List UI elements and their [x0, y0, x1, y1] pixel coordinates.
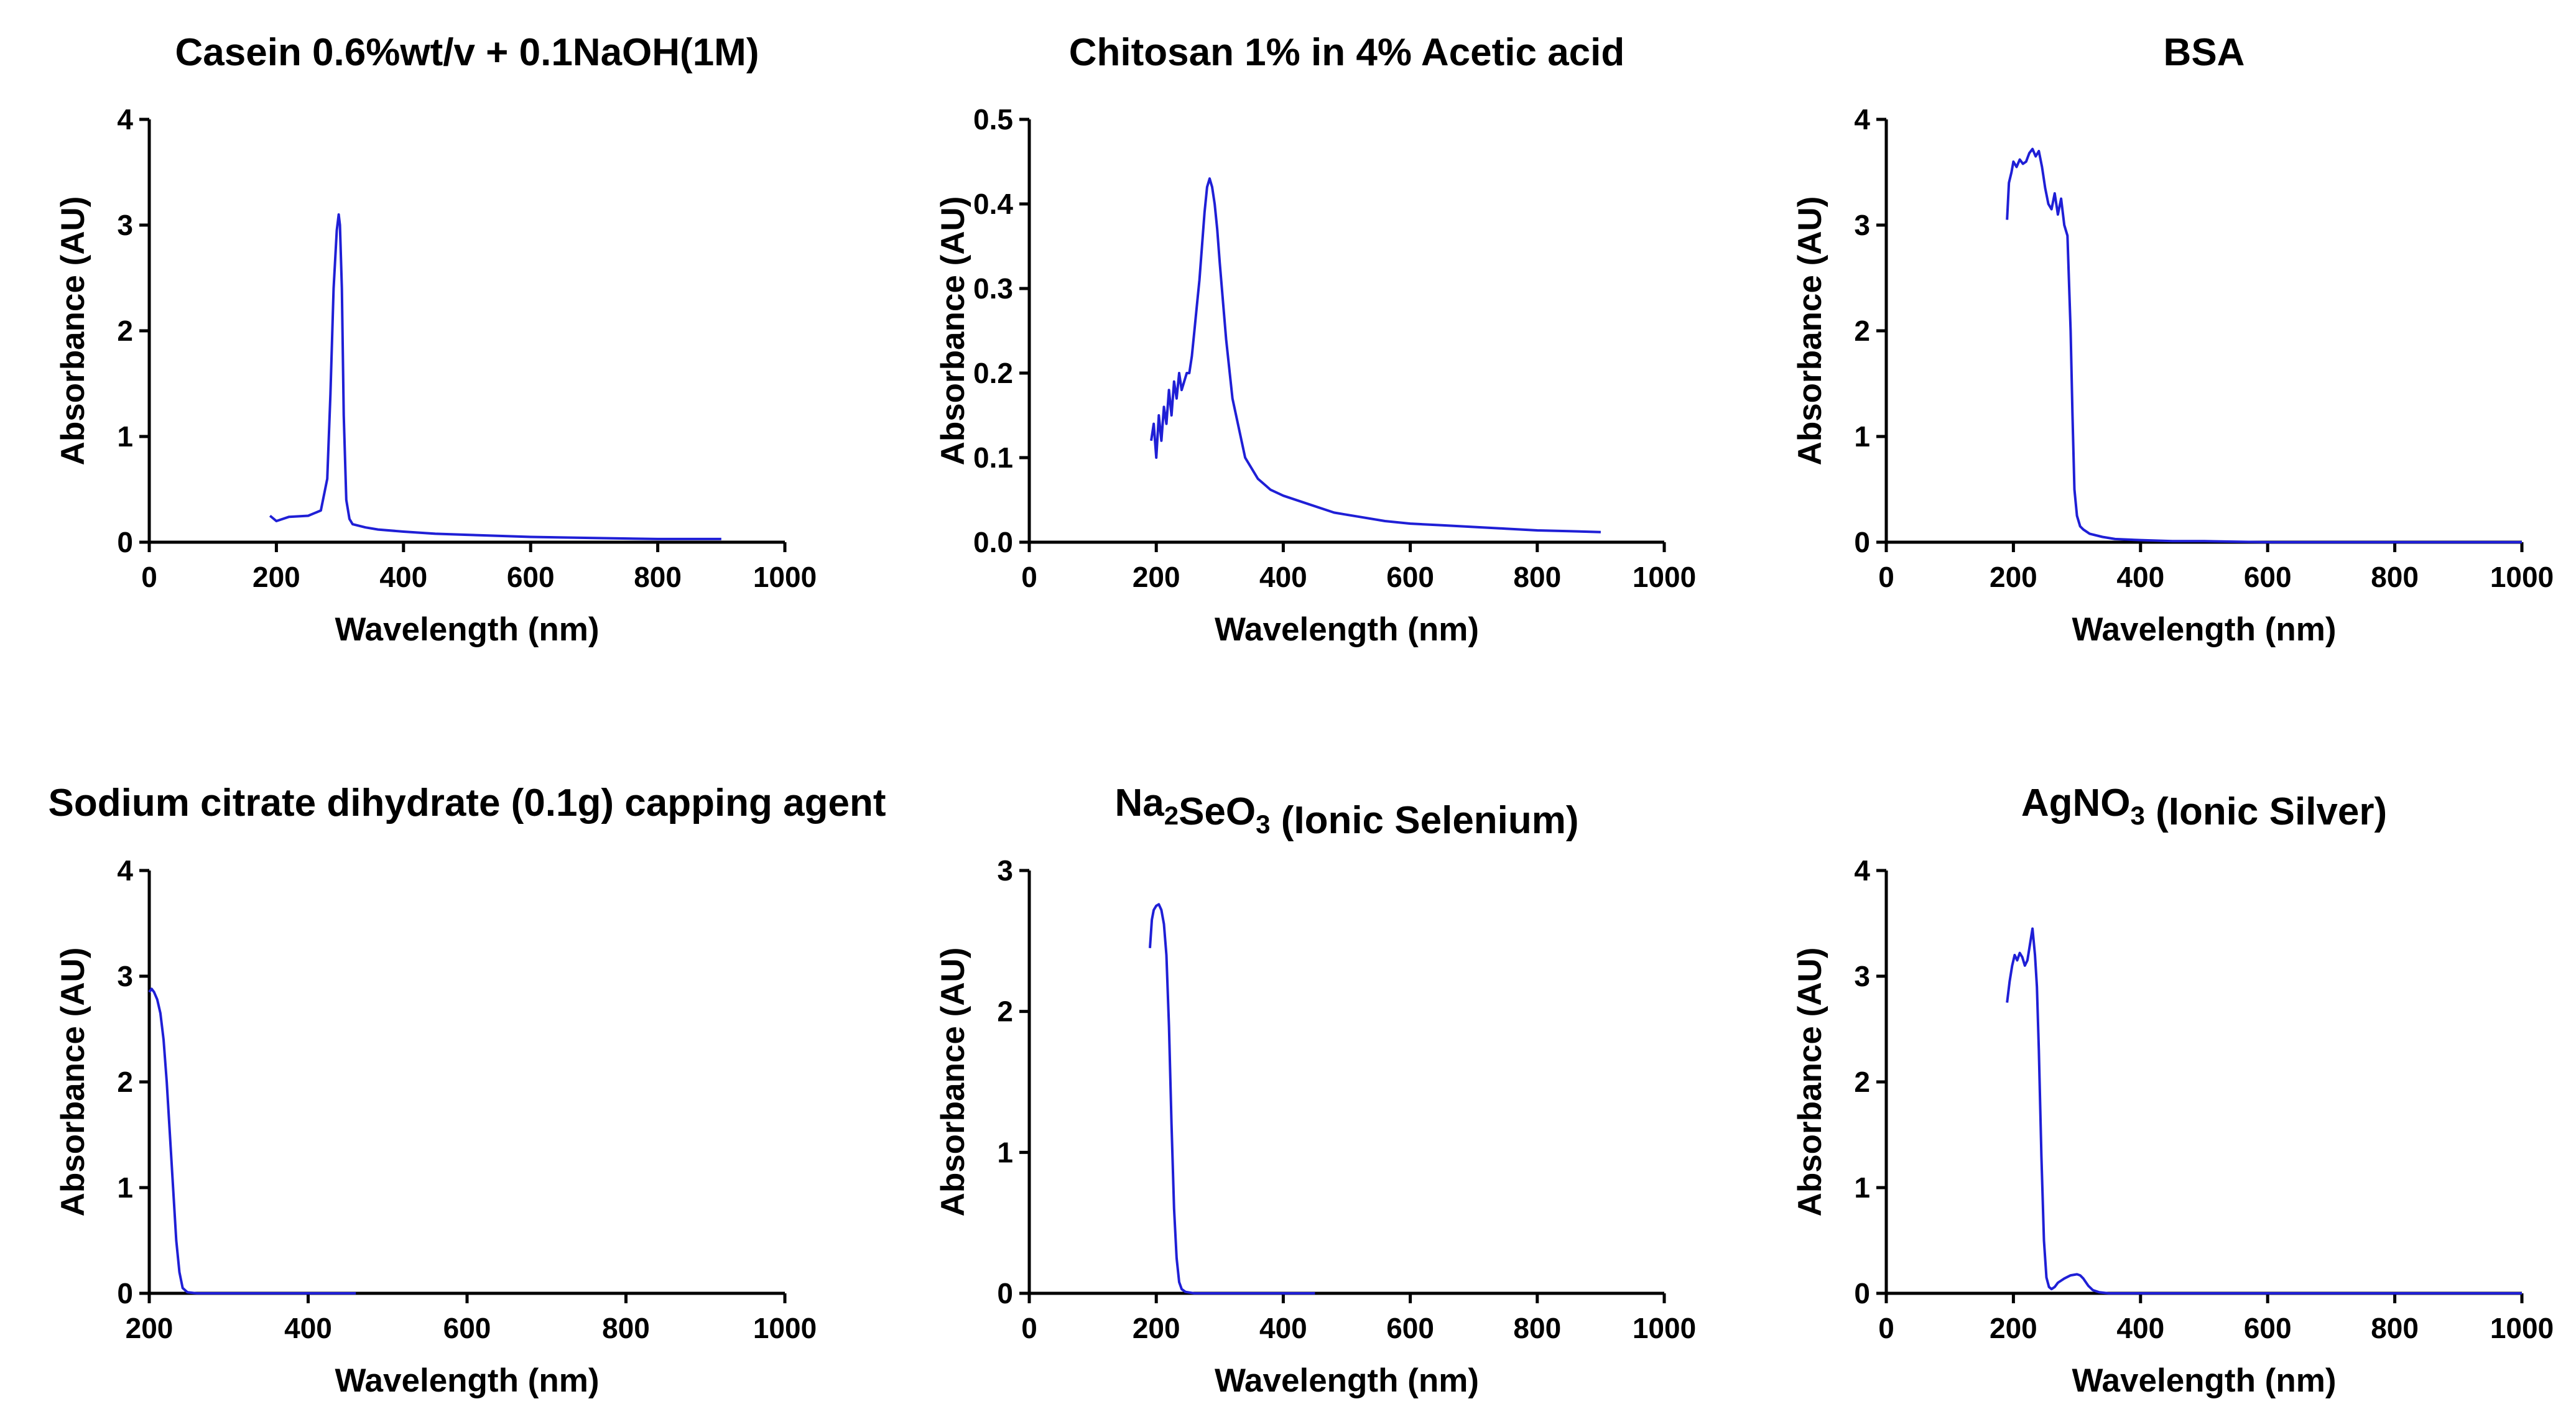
y-tick-label: 1 — [117, 1171, 133, 1204]
y-tick-label: 1 — [1854, 1171, 1870, 1204]
chart-title: Chitosan 1% in 4% Acetic acid — [1069, 31, 1625, 74]
y-tick-label: 4 — [1854, 103, 1870, 136]
x-tick-label: 800 — [602, 1312, 650, 1344]
x-axis-label: Wavelength (nm) — [335, 611, 600, 648]
x-tick-label: 1000 — [2490, 561, 2554, 593]
x-tick-label: 1000 — [1633, 561, 1696, 593]
x-axis-label: Wavelength (nm) — [1215, 611, 1479, 648]
y-tick-label: 1 — [1854, 420, 1870, 453]
x-tick-label: 800 — [2371, 561, 2419, 593]
y-tick-label: 3 — [117, 209, 133, 241]
y-tick-label: 3 — [117, 960, 133, 992]
y-axis-label: Absorbance (AU) — [55, 948, 91, 1217]
absorbance-series-line — [269, 213, 721, 540]
x-tick-label: 800 — [634, 561, 682, 593]
y-axis-label: Absorbance (AU) — [1792, 948, 1828, 1217]
x-tick-label: 200 — [126, 1312, 174, 1344]
chart-title: BSA — [2164, 31, 2245, 74]
y-tick-label: 2 — [1854, 1066, 1870, 1098]
x-tick-label: 400 — [379, 561, 427, 593]
y-axis-label: Absorbance (AU) — [935, 948, 971, 1217]
absorbance-series-line — [2006, 147, 2522, 543]
x-tick-label: 800 — [1513, 561, 1561, 593]
x-tick-label: 200 — [1133, 1312, 1180, 1344]
y-axis-label: Absorbance (AU) — [55, 196, 91, 466]
x-tick-label: 600 — [443, 1312, 491, 1344]
x-tick-label: 600 — [1386, 561, 1434, 593]
x-tick-label: 400 — [284, 1312, 332, 1344]
x-tick-label: 200 — [1990, 561, 2037, 593]
y-tick-label: 3 — [1854, 209, 1870, 241]
x-tick-label: 400 — [1259, 561, 1307, 593]
y-tick-label: 0 — [117, 1277, 133, 1309]
absorbance-series-line — [1150, 177, 1601, 533]
absorbance-series-line — [1149, 903, 1315, 1295]
chart-panel-2: Chitosan 1% in 4% Acetic acid 0 200 400 600 8… — [935, 31, 1696, 648]
y-tick-label: 0.0 — [973, 526, 1013, 558]
x-tick-label: 0 — [1878, 1312, 1894, 1344]
chart-title: Sodium citrate dihydrate (0.1g) capping … — [49, 782, 886, 824]
absorbance-series-line — [148, 987, 356, 1295]
y-tick-label: 0.3 — [973, 272, 1013, 305]
chart-panel-1: Casein 0.6%wt/v + 0.1NaOH(1M) 0 200 400 600 8… — [55, 31, 817, 648]
chart-title: Na2SeO3 (Ionic Selenium) — [1114, 782, 1578, 842]
y-tick-label: 2 — [117, 315, 133, 347]
x-tick-label: 1000 — [753, 1312, 817, 1344]
x-tick-label: 400 — [2116, 1312, 2164, 1344]
y-tick-label: 0 — [1854, 526, 1870, 558]
x-axis-label: Wavelength (nm) — [335, 1362, 600, 1399]
x-tick-label: 600 — [507, 561, 555, 593]
chart-title: AgNO3 (Ionic Silver) — [2021, 782, 2387, 833]
y-axis-label: Absorbance (AU) — [935, 196, 971, 466]
y-tick-label: 2 — [117, 1066, 133, 1098]
chart-panel-4: Sodium citrate dihydrate (0.1g) capping … — [49, 782, 886, 1399]
x-tick-label: 600 — [2244, 1312, 2292, 1344]
x-tick-label: 1000 — [1633, 1312, 1696, 1344]
y-tick-label: 0.4 — [973, 188, 1013, 220]
chart-panel-5: Na2SeO3 (Ionic Selenium) 0 200 400 600 800 100… — [935, 782, 1696, 1399]
x-tick-label: 600 — [2244, 561, 2292, 593]
x-tick-label: 400 — [1259, 1312, 1307, 1344]
y-tick-label: 1 — [117, 420, 133, 453]
chart-panel-6: AgNO3 (Ionic Silver) 0 200 400 600 800 1000 0 1 2… — [1792, 782, 2554, 1399]
absorbance-series-line — [2006, 927, 2522, 1295]
x-axis-label: Wavelength (nm) — [2072, 611, 2337, 648]
y-tick-label: 1 — [997, 1136, 1013, 1168]
x-axis-label: Wavelength (nm) — [2072, 1362, 2337, 1399]
y-tick-label: 2 — [1854, 315, 1870, 347]
x-tick-label: 400 — [2116, 561, 2164, 593]
x-tick-label: 800 — [1513, 1312, 1561, 1344]
x-tick-label: 0 — [1021, 561, 1037, 593]
y-tick-label: 2 — [997, 995, 1013, 1028]
y-tick-label: 0 — [997, 1277, 1013, 1309]
chart-title: Casein 0.6%wt/v + 0.1NaOH(1M) — [175, 31, 759, 74]
y-axis-label: Absorbance (AU) — [1792, 196, 1828, 466]
y-tick-label: 0 — [1854, 1277, 1870, 1309]
y-tick-label: 0.2 — [973, 357, 1013, 389]
x-tick-label: 800 — [2371, 1312, 2419, 1344]
y-tick-label: 4 — [117, 854, 133, 887]
x-tick-label: 200 — [253, 561, 300, 593]
y-tick-label: 3 — [1854, 960, 1870, 992]
x-tick-label: 0 — [141, 561, 157, 593]
x-tick-label: 0 — [1021, 1312, 1037, 1344]
chart-panel-3: BSA 0 200 400 600 800 1000 0 1 2 3 4 Wavelength (nm)… — [1792, 31, 2554, 648]
x-tick-label: 200 — [1990, 1312, 2037, 1344]
x-tick-label: 1000 — [753, 561, 817, 593]
y-tick-label: 3 — [997, 854, 1013, 887]
x-tick-label: 1000 — [2490, 1312, 2554, 1344]
x-tick-label: 0 — [1878, 561, 1894, 593]
y-tick-label: 4 — [117, 103, 133, 136]
y-tick-label: 4 — [1854, 854, 1870, 887]
x-tick-label: 600 — [1386, 1312, 1434, 1344]
y-tick-label: 0.1 — [973, 441, 1013, 474]
x-axis-label: Wavelength (nm) — [1215, 1362, 1479, 1399]
y-tick-label: 0.5 — [973, 103, 1013, 136]
y-tick-label: 0 — [117, 526, 133, 558]
x-tick-label: 200 — [1133, 561, 1180, 593]
